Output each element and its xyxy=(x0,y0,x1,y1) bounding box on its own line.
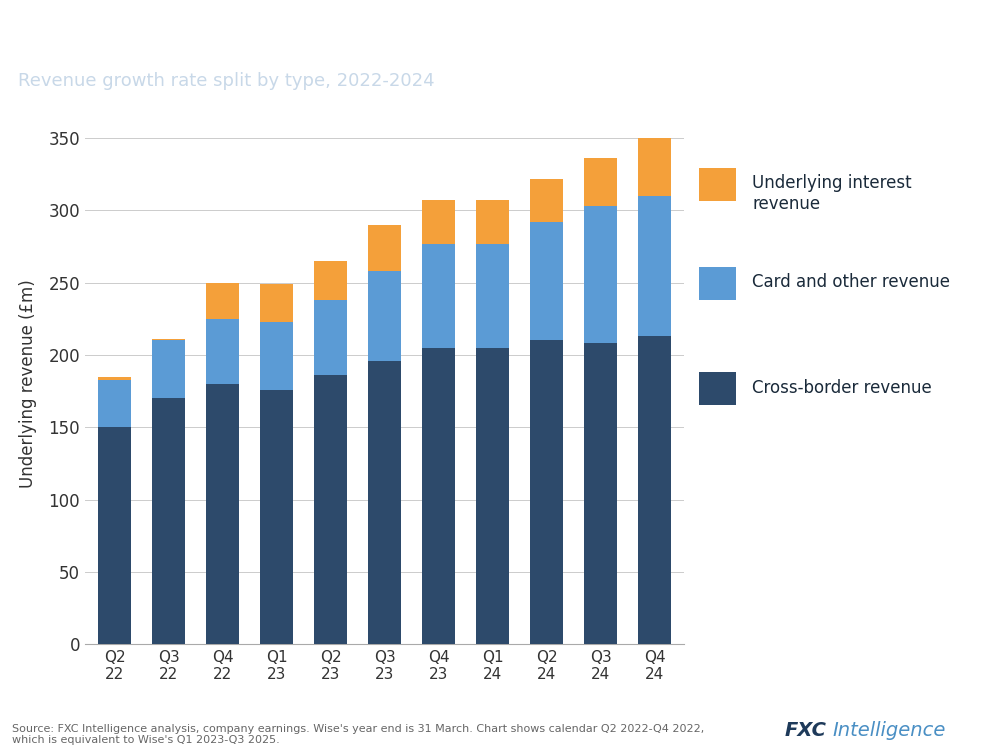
Text: FXC: FXC xyxy=(784,721,826,740)
Bar xyxy=(476,348,509,644)
Text: Underlying interest
revenue: Underlying interest revenue xyxy=(752,175,912,213)
Bar xyxy=(206,319,240,383)
Text: Intelligence: Intelligence xyxy=(832,721,945,740)
Bar xyxy=(260,321,294,389)
Bar xyxy=(422,348,456,644)
Bar xyxy=(152,398,186,644)
Bar xyxy=(260,284,294,321)
Bar xyxy=(638,336,671,644)
Text: Revenue growth rate split by type, 2022-2024: Revenue growth rate split by type, 2022-… xyxy=(18,73,435,91)
Text: Cross-border revenue: Cross-border revenue xyxy=(752,379,932,397)
Bar xyxy=(152,341,186,398)
Bar xyxy=(368,225,402,271)
Bar xyxy=(98,380,131,427)
Text: Source: FXC Intelligence analysis, company earnings. Wise's year end is 31 March: Source: FXC Intelligence analysis, compa… xyxy=(12,724,704,745)
Bar xyxy=(529,222,563,341)
Bar xyxy=(260,389,294,644)
Bar xyxy=(699,267,735,300)
Bar xyxy=(638,196,671,336)
Bar xyxy=(699,372,735,405)
Bar xyxy=(368,361,402,644)
Bar xyxy=(529,341,563,644)
Bar xyxy=(583,206,617,343)
Bar xyxy=(314,300,348,375)
Text: Wise’s non-cross-border revenue takes growing share: Wise’s non-cross-border revenue takes gr… xyxy=(18,15,782,39)
Bar xyxy=(368,271,402,361)
Bar xyxy=(422,200,456,243)
Bar xyxy=(206,383,240,644)
Bar xyxy=(699,168,735,201)
Bar xyxy=(583,343,617,644)
Bar xyxy=(422,243,456,348)
Bar xyxy=(152,339,186,341)
Bar xyxy=(529,178,563,222)
Bar xyxy=(314,375,348,644)
Bar xyxy=(583,158,617,206)
Y-axis label: Underlying revenue (£m): Underlying revenue (£m) xyxy=(19,279,37,488)
Bar xyxy=(314,261,348,300)
Bar xyxy=(638,138,671,196)
Bar xyxy=(98,377,131,380)
Bar xyxy=(98,427,131,644)
Text: Card and other revenue: Card and other revenue xyxy=(752,273,950,291)
Bar xyxy=(476,243,509,348)
Bar xyxy=(476,200,509,243)
Bar xyxy=(206,282,240,319)
